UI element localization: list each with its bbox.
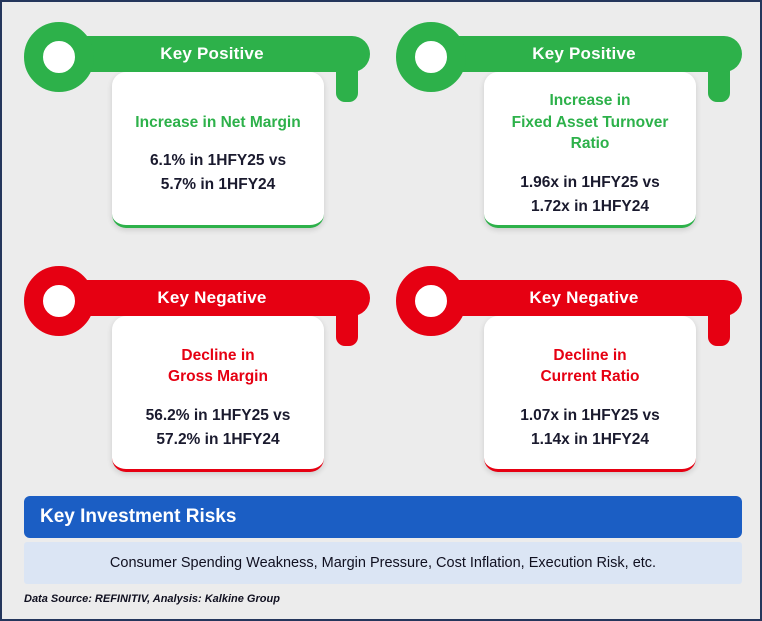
key-card-header: Key Positive [532,44,636,63]
key-ring-icon [24,266,94,336]
key-card-title: Increase in Fixed Asset Turnover Ratio [511,91,669,153]
key-tooth-icon [336,62,358,102]
key-positive-card-net-margin: Key Positive Increase in Net Margin 6.1%… [24,18,370,228]
key-card-title: Decline in Current Ratio [540,346,640,386]
key-negative-card-gross-margin: Key Negative Decline in Gross Margin 56.… [24,262,370,472]
key-card-values: 1.96x in 1HFY25 vs 1.72x in 1HFY24 [520,174,660,216]
key-ring-icon [24,22,94,92]
key-ring-icon [396,266,466,336]
key-ring-icon [396,22,466,92]
key-shaft: Key Positive [426,36,742,72]
key-card-panel: Increase in Fixed Asset Turnover Ratio 1… [484,72,696,228]
risks-header: Key Investment Risks [24,496,742,538]
key-card-values: 56.2% in 1HFY25 vs 57.2% in 1HFY24 [145,407,291,449]
key-card-panel: Increase in Net Margin 6.1% in 1HFY25 vs… [112,72,324,228]
key-card-title: Decline in Gross Margin [168,346,268,386]
key-card-values: 6.1% in 1HFY25 vs 5.7% in 1HFY24 [149,152,287,194]
risks-body-text: Consumer Spending Weakness, Margin Press… [24,542,742,584]
key-card-title: Increase in Net Margin [135,113,301,131]
data-source-note: Data Source: REFINITIV, Analysis: Kalkin… [24,593,280,605]
key-negative-card-current-ratio: Key Negative Decline in Current Ratio 1.… [396,262,742,472]
key-card-header: Key Positive [160,44,264,63]
key-card-values: 1.07x in 1HFY25 vs 1.14x in 1HFY24 [520,407,660,449]
key-positive-card-fixed-asset-turnover: Key Positive Increase in Fixed Asset Tur… [396,18,742,228]
key-shaft: Key Positive [54,36,370,72]
key-tooth-icon [708,306,730,346]
key-tooth-icon [336,306,358,346]
key-card-panel: Decline in Current Ratio 1.07x in 1HFY25… [484,316,696,472]
key-shaft: Key Negative [54,280,370,316]
key-tooth-icon [708,62,730,102]
key-investment-risks-section: Key Investment Risks Consumer Spending W… [24,496,742,584]
key-card-header: Key Negative [529,288,639,307]
key-card-header: Key Negative [157,288,267,307]
key-card-panel: Decline in Gross Margin 56.2% in 1HFY25 … [112,316,324,472]
key-shaft: Key Negative [426,280,742,316]
key-cards-grid: Key Positive Increase in Net Margin 6.1%… [24,18,742,472]
